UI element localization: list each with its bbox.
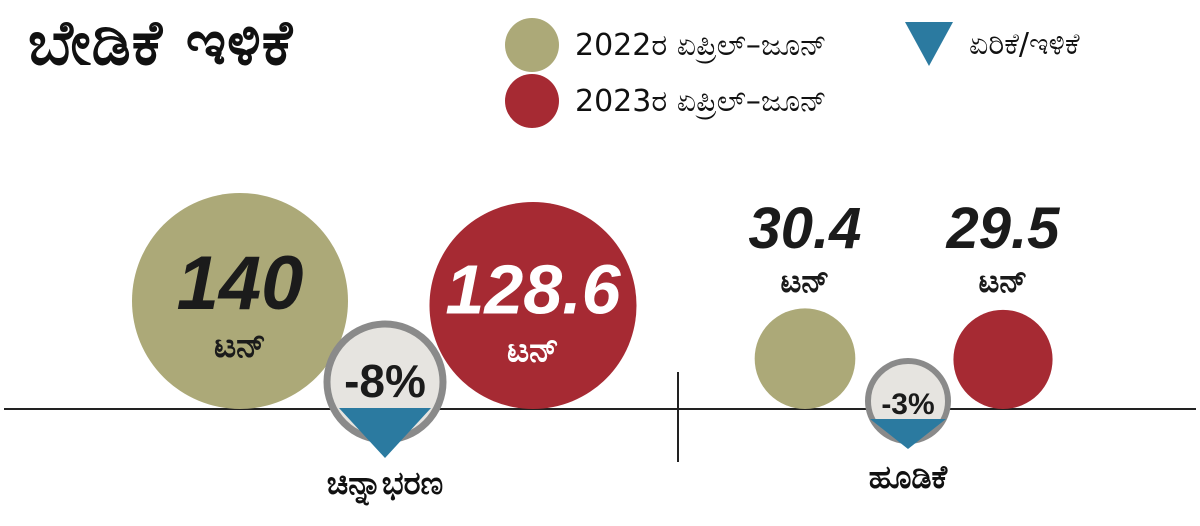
bubble-0-1 — [429, 201, 637, 409]
legend-label-2022: 2022ರ ಏಪ್ರಿಲ್‌–ಜೂನ್‌ — [575, 27, 827, 63]
change-triangle-icon-1 — [870, 419, 946, 449]
legend-item-change: ಏರಿಕೆ/ಇಳಿಕೆ — [905, 22, 1080, 66]
legend-label-change: ಏರಿಕೆ/ಇಳಿಕೆ — [969, 26, 1080, 62]
category-label-1: ಹೂಡಿಕೆ — [869, 458, 948, 496]
legend-swatch-2023 — [505, 74, 559, 128]
legend-item-2022: 2022ರ ಏಪ್ರಿಲ್‌–ಜೂನ್‌ — [505, 18, 827, 72]
bubble-0-0 — [132, 193, 348, 409]
bubble-1-0 — [754, 308, 856, 409]
bubble-unit-label-1-1: ಟನ್‌ — [978, 262, 1027, 300]
bubble-1-1 — [953, 309, 1053, 409]
bubble-value-label-0-1: 128.6 — [445, 250, 621, 328]
bubble-value-label-1-1: 29.5 — [946, 196, 1061, 261]
legend-triangle-icon — [905, 22, 953, 66]
change-percent-label-1: -3% — [881, 388, 934, 421]
change-triangle-icon-0 — [339, 408, 431, 458]
bubble-value-label-1-0: 30.4 — [749, 196, 862, 261]
category-label-0: ಚಿನ್ನಾಭರಣ — [327, 464, 443, 506]
legend-label-2023: 2023ರ ಏಪ್ರಿಲ್‌–ಜೂನ್‌ — [575, 83, 827, 119]
legend-item-2023: 2023ರ ಏಪ್ರಿಲ್‌–ಜೂನ್‌ — [505, 74, 827, 128]
bubble-value-label-0-0: 140 — [177, 241, 304, 326]
chart-title: ಬೇಡಿಕೆ ಇಳಿಕೆ — [28, 6, 294, 79]
bubble-unit-label-1-0: ಟನ್‌ — [780, 262, 829, 300]
legend-swatch-2022 — [505, 18, 559, 72]
bubble-unit-label-0-0: ಟನ್‌ — [214, 326, 266, 366]
change-percent-label-0: -8% — [344, 355, 426, 407]
bubble-unit-label-0-1: ಟನ್‌ — [507, 330, 559, 370]
